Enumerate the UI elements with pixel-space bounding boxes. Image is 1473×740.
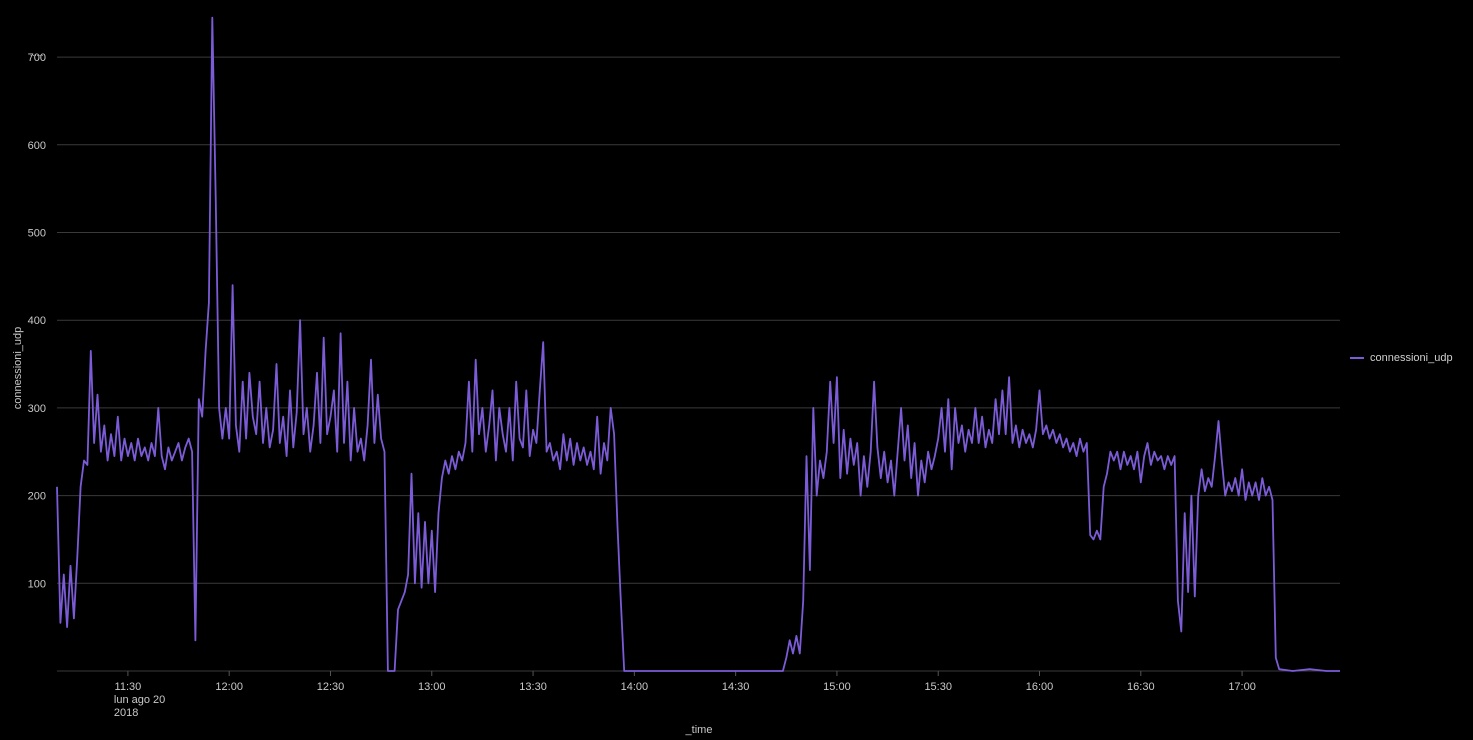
y-axis-ticks: 100 200 300 400 500 600 700 (28, 52, 46, 590)
x-tick-label: 15:00 (823, 681, 851, 693)
y-tick-label: 300 (28, 403, 46, 415)
x-tick-sublabel: 2018 (114, 707, 138, 719)
y-tick-label: 500 (28, 227, 46, 239)
legend-label: connessioni_udp (1370, 352, 1453, 364)
y-tick-label: 600 (28, 140, 46, 152)
x-tick-label: 14:00 (621, 681, 649, 693)
x-tick-label: 16:00 (1026, 681, 1054, 693)
legend-swatch (1350, 357, 1364, 359)
x-tick-label: 12:00 (215, 681, 243, 693)
x-tick-label: 13:00 (418, 681, 446, 693)
y-tick-label: 200 (28, 491, 46, 503)
legend[interactable]: connessioni_udp (1350, 352, 1453, 364)
grid-lines (57, 56, 1340, 672)
x-tick-label: 17:00 (1228, 681, 1256, 693)
x-tick-label: 15:30 (924, 681, 952, 693)
x-tick-sublabel: lun ago 20 (114, 694, 165, 706)
x-axis-title: _time (685, 724, 713, 736)
y-top-marker: ...... (30, 49, 43, 58)
x-tick-label: 13:30 (519, 681, 547, 693)
y-axis-title: connessioni_udp (12, 327, 24, 410)
x-tick-label: 12:30 (317, 681, 345, 693)
y-tick-label: 700 (28, 52, 46, 64)
x-tick-label: 16:30 (1127, 681, 1155, 693)
series-layer (56, 16, 1340, 672)
x-tick-label: 11:30 (115, 681, 142, 693)
y-tick-label: 100 (28, 578, 46, 590)
x-tick-label: 14:30 (722, 681, 750, 693)
y-tick-label: 400 (28, 315, 46, 327)
series-line-connessioni_udp[interactable] (56, 16, 1340, 672)
